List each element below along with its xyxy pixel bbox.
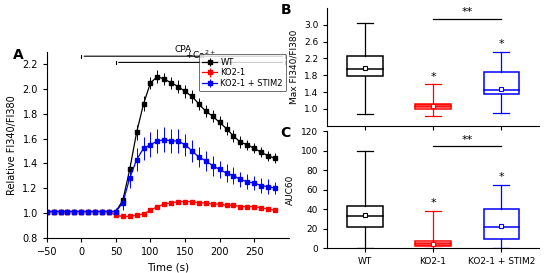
Text: +Ca$^{2+}$: +Ca$^{2+}$ xyxy=(185,48,216,61)
Text: C: C xyxy=(280,126,291,140)
Bar xyxy=(483,209,519,239)
Legend: WT, KO2-1, KO2-1 + STIM2: WT, KO2-1, KO2-1 + STIM2 xyxy=(199,54,286,91)
Y-axis label: Relative FI340/FI380: Relative FI340/FI380 xyxy=(7,95,16,195)
Text: **: ** xyxy=(461,135,473,145)
Text: CPA: CPA xyxy=(174,45,191,54)
Y-axis label: Max FI340/FI380: Max FI340/FI380 xyxy=(289,30,298,104)
Text: B: B xyxy=(280,4,292,17)
Text: **: ** xyxy=(461,7,473,17)
Bar xyxy=(347,57,383,76)
Text: *: * xyxy=(499,39,504,49)
Bar xyxy=(347,206,383,227)
Text: A: A xyxy=(13,48,24,62)
Bar xyxy=(415,241,451,247)
Bar xyxy=(483,72,519,94)
Text: *: * xyxy=(430,198,436,208)
X-axis label: Time (s): Time (s) xyxy=(147,262,189,272)
Text: *: * xyxy=(499,172,504,182)
Y-axis label: AUC60: AUC60 xyxy=(287,174,295,205)
Text: *: * xyxy=(430,72,436,82)
Bar xyxy=(415,104,451,109)
